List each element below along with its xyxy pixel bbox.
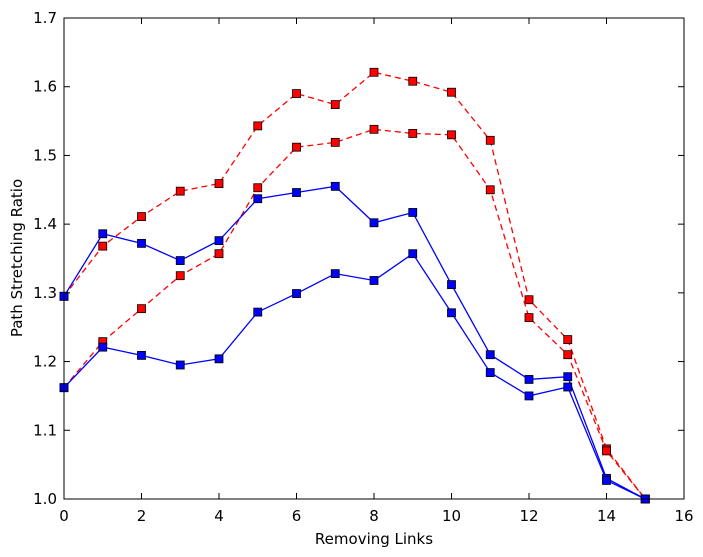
data-point: [408, 208, 418, 217]
data-point: [369, 276, 379, 285]
data-point: [563, 382, 573, 392]
data-point: [524, 313, 534, 322]
data-point: [137, 238, 146, 248]
data-point: [98, 342, 108, 352]
data-point: [137, 212, 146, 221]
data-point: [524, 295, 534, 305]
y-tick-label: 1.7: [33, 9, 57, 27]
data-point: [485, 368, 495, 377]
series-line: [63, 128, 646, 500]
data-point: [447, 130, 456, 140]
data-point: [175, 360, 185, 370]
series-0: [59, 67, 650, 504]
data-point: [292, 142, 301, 152]
data-point: [602, 446, 611, 456]
data-point: [563, 350, 573, 360]
data-point: [292, 89, 301, 98]
y-tick-label: 1.5: [33, 146, 57, 164]
data-point: [175, 186, 185, 196]
data-point: [137, 350, 146, 360]
data-point: [563, 335, 573, 344]
y-tick-label: 1.0: [33, 490, 57, 508]
data-point: [330, 269, 340, 279]
data-point: [175, 271, 185, 281]
series-1: [59, 124, 650, 504]
x-tick-label: 10: [442, 507, 461, 525]
x-tick-label: 14: [597, 507, 616, 525]
plot-frame: [63, 17, 685, 500]
data-point: [524, 375, 534, 384]
x-tick-label: 0: [59, 507, 69, 525]
data-point: [330, 137, 340, 147]
data-point: [524, 391, 534, 401]
series-2: [59, 181, 650, 504]
data-point: [214, 236, 224, 246]
data-point: [214, 354, 224, 364]
data-point: [447, 87, 456, 97]
data-point: [214, 249, 224, 259]
y-tick-label: 1.2: [33, 353, 57, 371]
data-point: [330, 181, 340, 191]
data-point: [98, 229, 108, 239]
series-line: [63, 252, 646, 500]
data-point: [292, 289, 301, 298]
data-point: [137, 304, 146, 314]
data-point: [292, 188, 301, 197]
data-point: [253, 307, 263, 317]
data-point: [369, 218, 379, 228]
x-axis-label: Removing Links: [315, 530, 433, 548]
y-tick-label: 1.4: [33, 215, 57, 233]
data-point: [214, 179, 224, 189]
series-3: [59, 249, 650, 504]
series-line: [63, 185, 646, 500]
x-tick-label: 8: [369, 507, 379, 525]
series-line: [63, 71, 646, 500]
y-tick-label: 1.1: [33, 421, 57, 439]
x-tick-label: 2: [137, 507, 147, 525]
series-layer: [59, 67, 650, 504]
data-point: [447, 280, 456, 290]
data-point: [408, 249, 418, 259]
data-point: [602, 476, 611, 485]
data-point: [408, 76, 418, 86]
data-point: [408, 129, 418, 138]
data-point: [485, 350, 495, 360]
data-point: [369, 124, 379, 134]
data-point: [485, 185, 495, 195]
data-point: [253, 183, 263, 193]
x-tick-label: 12: [519, 507, 538, 525]
y-axis-label: Path Stretching Ratio: [8, 179, 26, 337]
data-point: [98, 241, 108, 251]
y-tick-label: 1.3: [33, 284, 57, 302]
x-tick-label: 16: [674, 507, 693, 525]
x-tick-label: 4: [214, 507, 224, 525]
data-point: [253, 194, 263, 204]
data-point: [485, 135, 495, 145]
y-tick-label: 1.6: [33, 78, 57, 96]
data-point: [253, 121, 263, 131]
data-point: [330, 100, 340, 109]
x-tick-label: 6: [292, 507, 302, 525]
data-point: [563, 372, 573, 382]
data-point: [175, 256, 185, 265]
data-point: [369, 67, 379, 77]
tick-layer: 0 2 4 6 8 10 12 14 16 1.0 1.1 1.2 1.3 1.4 1.5 1.6 1.7: [33, 9, 693, 525]
data-point: [447, 308, 456, 318]
